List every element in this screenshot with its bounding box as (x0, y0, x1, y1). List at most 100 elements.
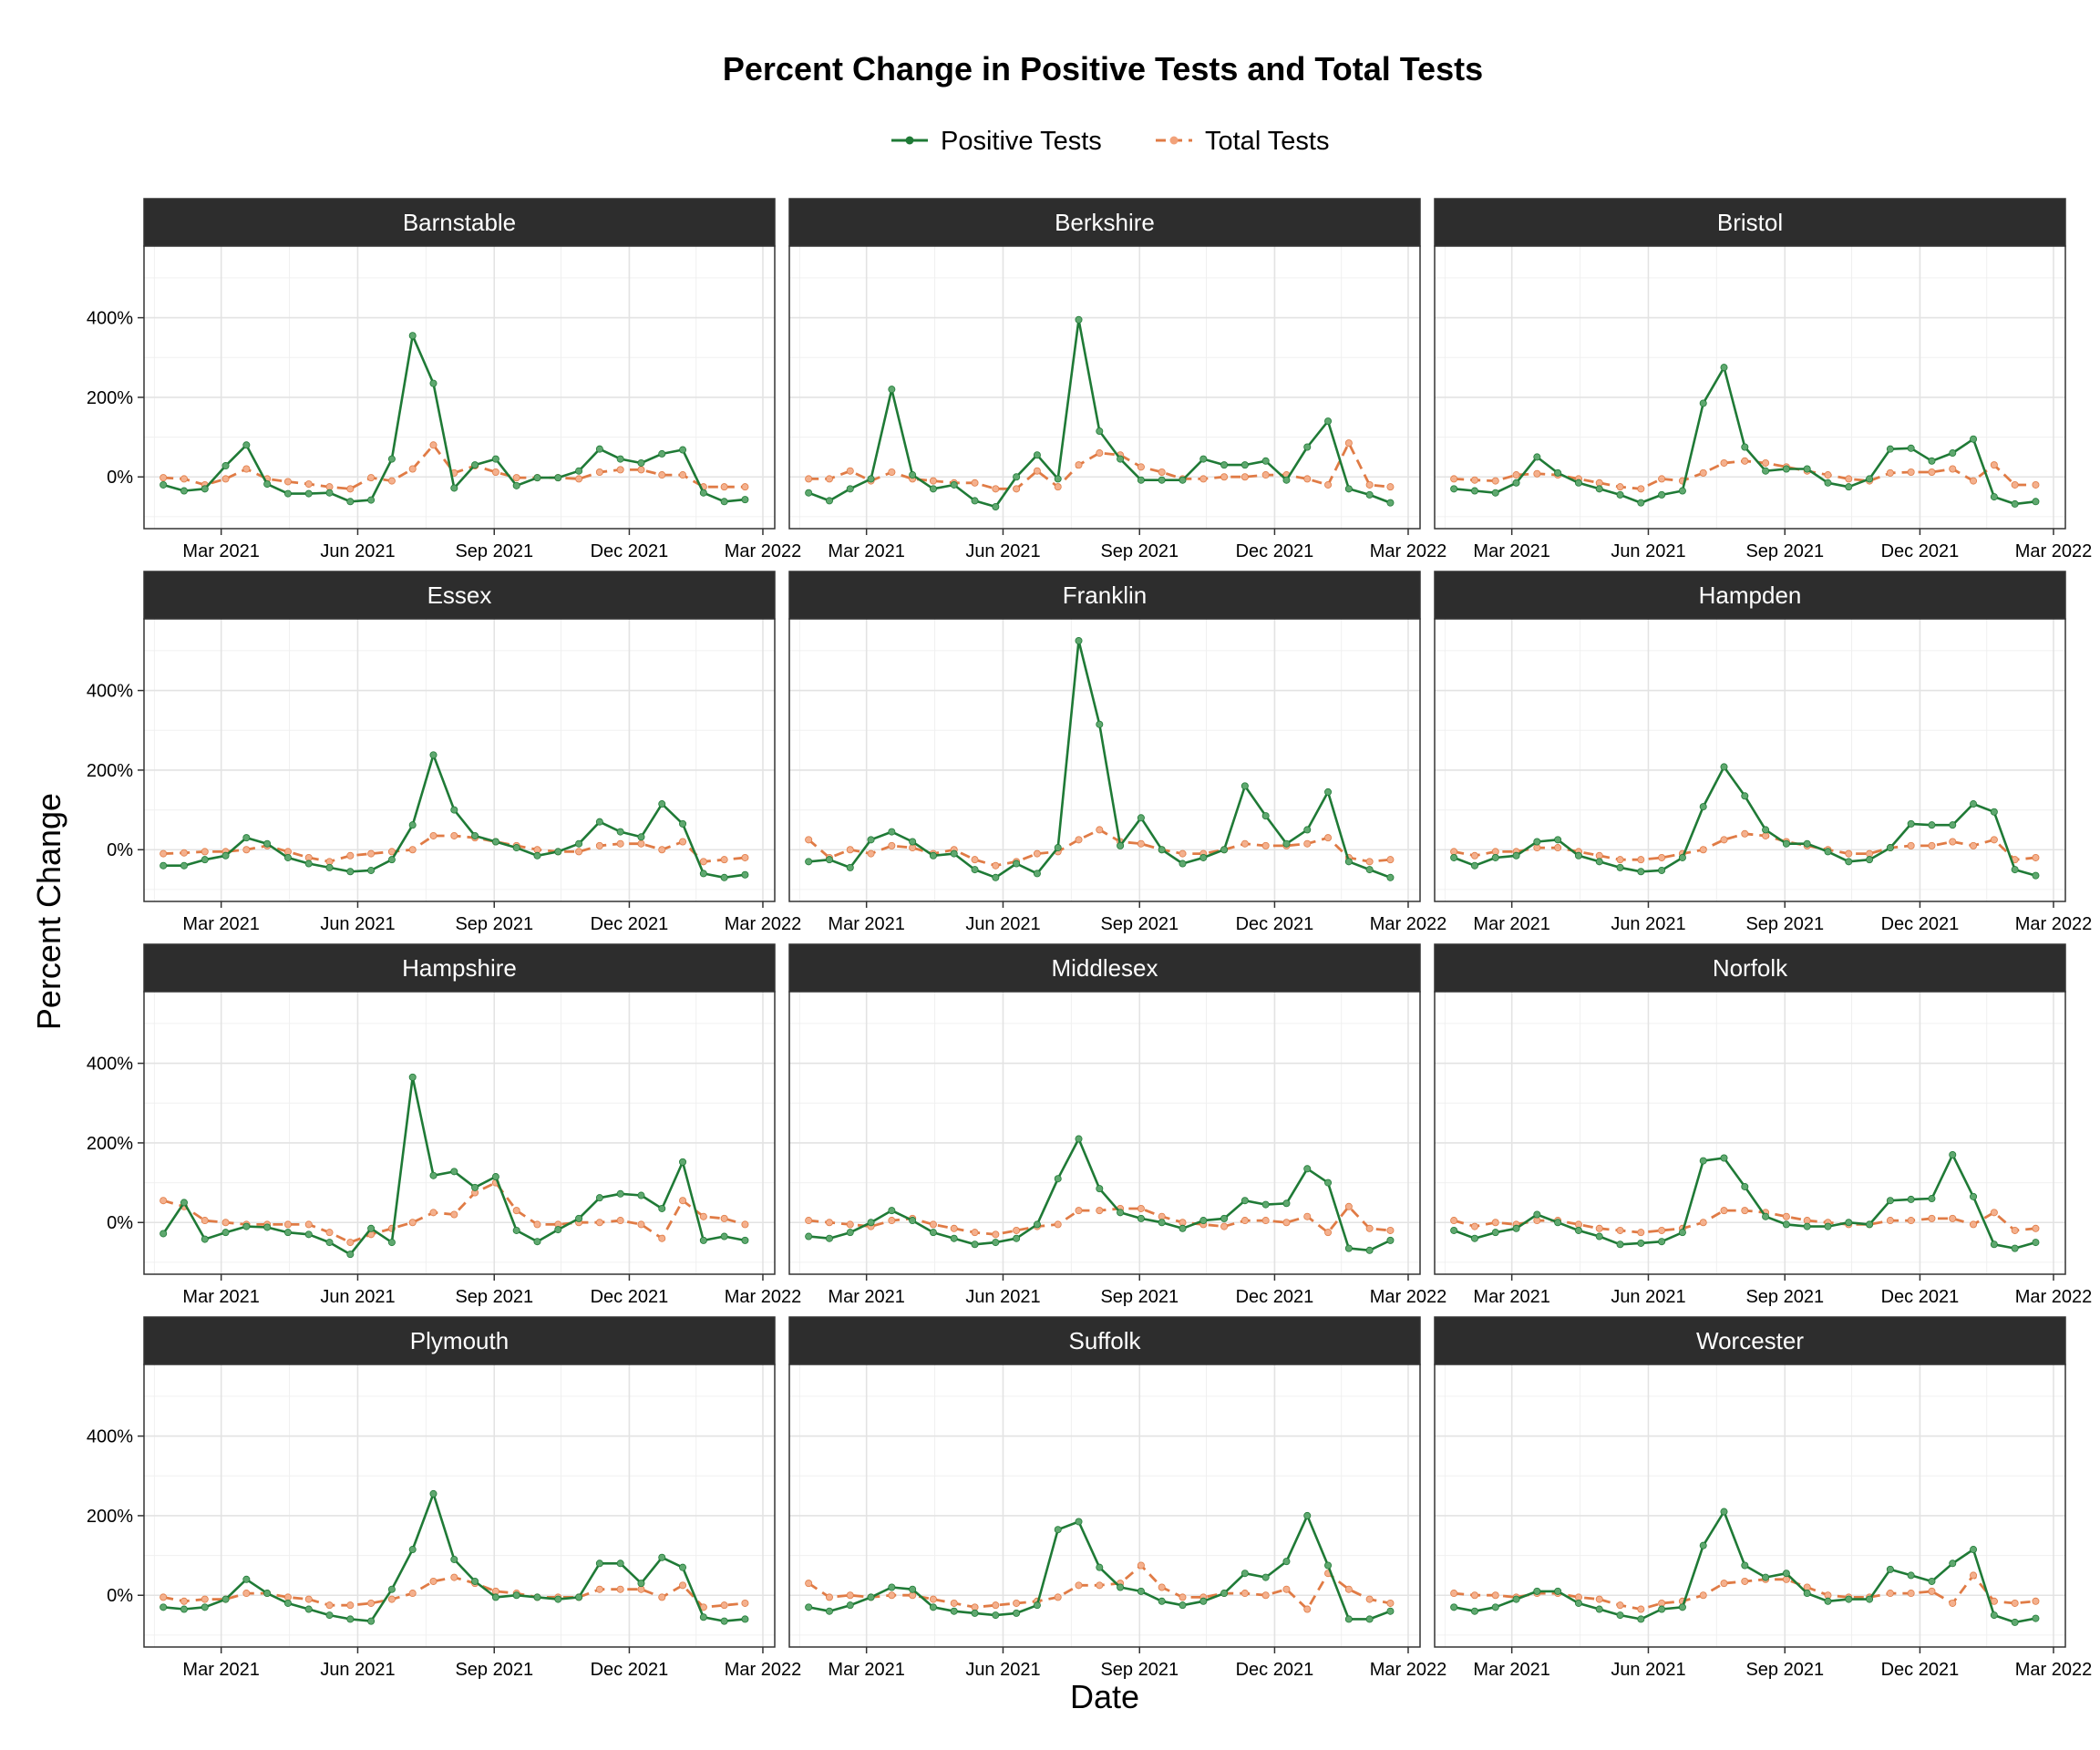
positive-tests-point (346, 1251, 355, 1259)
positive-tests-point (1240, 782, 1249, 790)
positive-tests-point (1782, 839, 1790, 848)
positive-tests-point (1782, 465, 1790, 473)
x-tick-label: Sep 2021 (1100, 541, 1179, 561)
positive-tests-point (658, 800, 666, 808)
total-tests-point (1616, 856, 1624, 864)
x-tick-label: Sep 2021 (1745, 541, 1824, 561)
positive-tests-point (429, 1171, 438, 1179)
total-tests-point (658, 846, 666, 854)
positive-tests-point (1554, 836, 1562, 844)
total-tests-point (929, 477, 937, 485)
positive-tests-point (909, 1217, 917, 1225)
total-tests-point (1158, 468, 1166, 477)
total-tests-point (1179, 1593, 1187, 1601)
positive-tests-point (346, 498, 355, 506)
y-tick-label: 0% (107, 1586, 133, 1606)
total-tests-point (805, 1217, 813, 1225)
total-tests-point (1512, 471, 1520, 479)
positive-tests-point (1824, 848, 1832, 856)
total-tests-point (825, 475, 833, 483)
y-tick-label: 200% (87, 1134, 133, 1154)
positive-tests-point (1782, 1570, 1790, 1578)
total-tests-point (1824, 1591, 1832, 1600)
total-tests-point (846, 1220, 854, 1229)
total-tests-point (242, 1590, 251, 1598)
total-tests-point (1595, 1224, 1603, 1232)
x-tick-label: Sep 2021 (455, 1287, 533, 1307)
positive-tests-point (1803, 1222, 1811, 1230)
total-tests-point (346, 1239, 355, 1247)
positive-tests-point (1450, 1226, 1458, 1234)
total-tests-point (533, 846, 541, 854)
positive-tests-point (1054, 1175, 1062, 1183)
total-tests-point (1344, 439, 1353, 448)
positive-tests-point (1990, 1611, 1998, 1620)
positive-tests-point (929, 851, 937, 860)
panel-hampden: Hampden Mar 2021 Jun 2021 Sep 2021 Dec 2021 M… (1434, 571, 2092, 934)
positive-tests-point (1282, 839, 1291, 848)
positive-tests-point (1658, 1238, 1666, 1246)
positive-tests-point (491, 838, 499, 846)
x-tick-label: Sep 2021 (455, 1660, 533, 1680)
x-tick-label: Mar 2021 (828, 914, 905, 934)
total-tests-point (1013, 1599, 1021, 1607)
positive-tests-point (1970, 1192, 1978, 1200)
total-tests-point (283, 848, 292, 856)
positive-tests-point (825, 497, 833, 505)
positive-tests-point (909, 838, 917, 846)
total-tests-point (1699, 846, 1707, 854)
total-tests-point (1179, 849, 1187, 858)
x-tick-label: Dec 2021 (591, 1287, 669, 1307)
x-tick-label: Mar 2022 (2015, 1287, 2093, 1307)
total-tests-point (1033, 849, 1041, 858)
positive-tests-point (201, 856, 209, 864)
total-tests-point (1261, 841, 1270, 849)
positive-tests-point (1117, 455, 1125, 463)
total-tests-point (805, 1580, 813, 1588)
positive-tests-point (1137, 476, 1145, 484)
panel-background (1435, 619, 2065, 901)
positive-tests-point (950, 849, 958, 858)
total-tests-point (429, 1577, 438, 1585)
x-tick-label: Jun 2021 (965, 914, 1040, 934)
positive-tests-point (867, 1219, 875, 1227)
panel-background (144, 619, 775, 901)
total-tests-point (367, 1599, 376, 1607)
positive-tests-point (616, 1560, 624, 1568)
positive-tests-point (1803, 839, 1811, 848)
total-tests-point (971, 856, 979, 864)
positive-tests-point (741, 1236, 749, 1244)
total-tests-point (221, 475, 230, 483)
panel-strip (1434, 943, 2066, 993)
total-tests-point (1240, 473, 1249, 481)
positive-tests-point (491, 455, 499, 463)
positive-tests-point (1762, 826, 1770, 834)
positive-tests-point (450, 484, 458, 492)
x-tick-label: Mar 2021 (1473, 541, 1550, 561)
positive-tests-point (658, 449, 666, 458)
total-tests-point (720, 1214, 728, 1222)
positive-tests-point (616, 455, 624, 463)
positive-tests-point (1261, 1573, 1270, 1581)
x-tick-label: Sep 2021 (1745, 914, 1824, 934)
positive-tests-point (1303, 826, 1312, 834)
positive-tests-point (720, 1617, 728, 1625)
total-tests-point (1658, 1226, 1666, 1234)
positive-tests-point (1137, 1587, 1145, 1595)
total-tests-point (1949, 838, 1957, 846)
y-tick-label: 400% (87, 1055, 133, 1075)
total-tests-point (950, 1224, 958, 1232)
positive-tests-point (1595, 485, 1603, 493)
x-tick-label: Dec 2021 (1881, 1660, 1960, 1680)
positive-tests-point (491, 1593, 499, 1601)
total-tests-point (283, 1593, 292, 1601)
positive-tests-point (1699, 399, 1707, 407)
positive-tests-point (367, 496, 376, 504)
panel-background (1435, 246, 2065, 529)
positive-tests-point (1658, 1605, 1666, 1613)
positive-tests-point (1533, 1587, 1541, 1595)
total-tests-point (283, 478, 292, 486)
y-tick-label: 0% (107, 1213, 133, 1233)
positive-tests-point (1886, 445, 1894, 453)
positive-tests-point (658, 1553, 666, 1561)
